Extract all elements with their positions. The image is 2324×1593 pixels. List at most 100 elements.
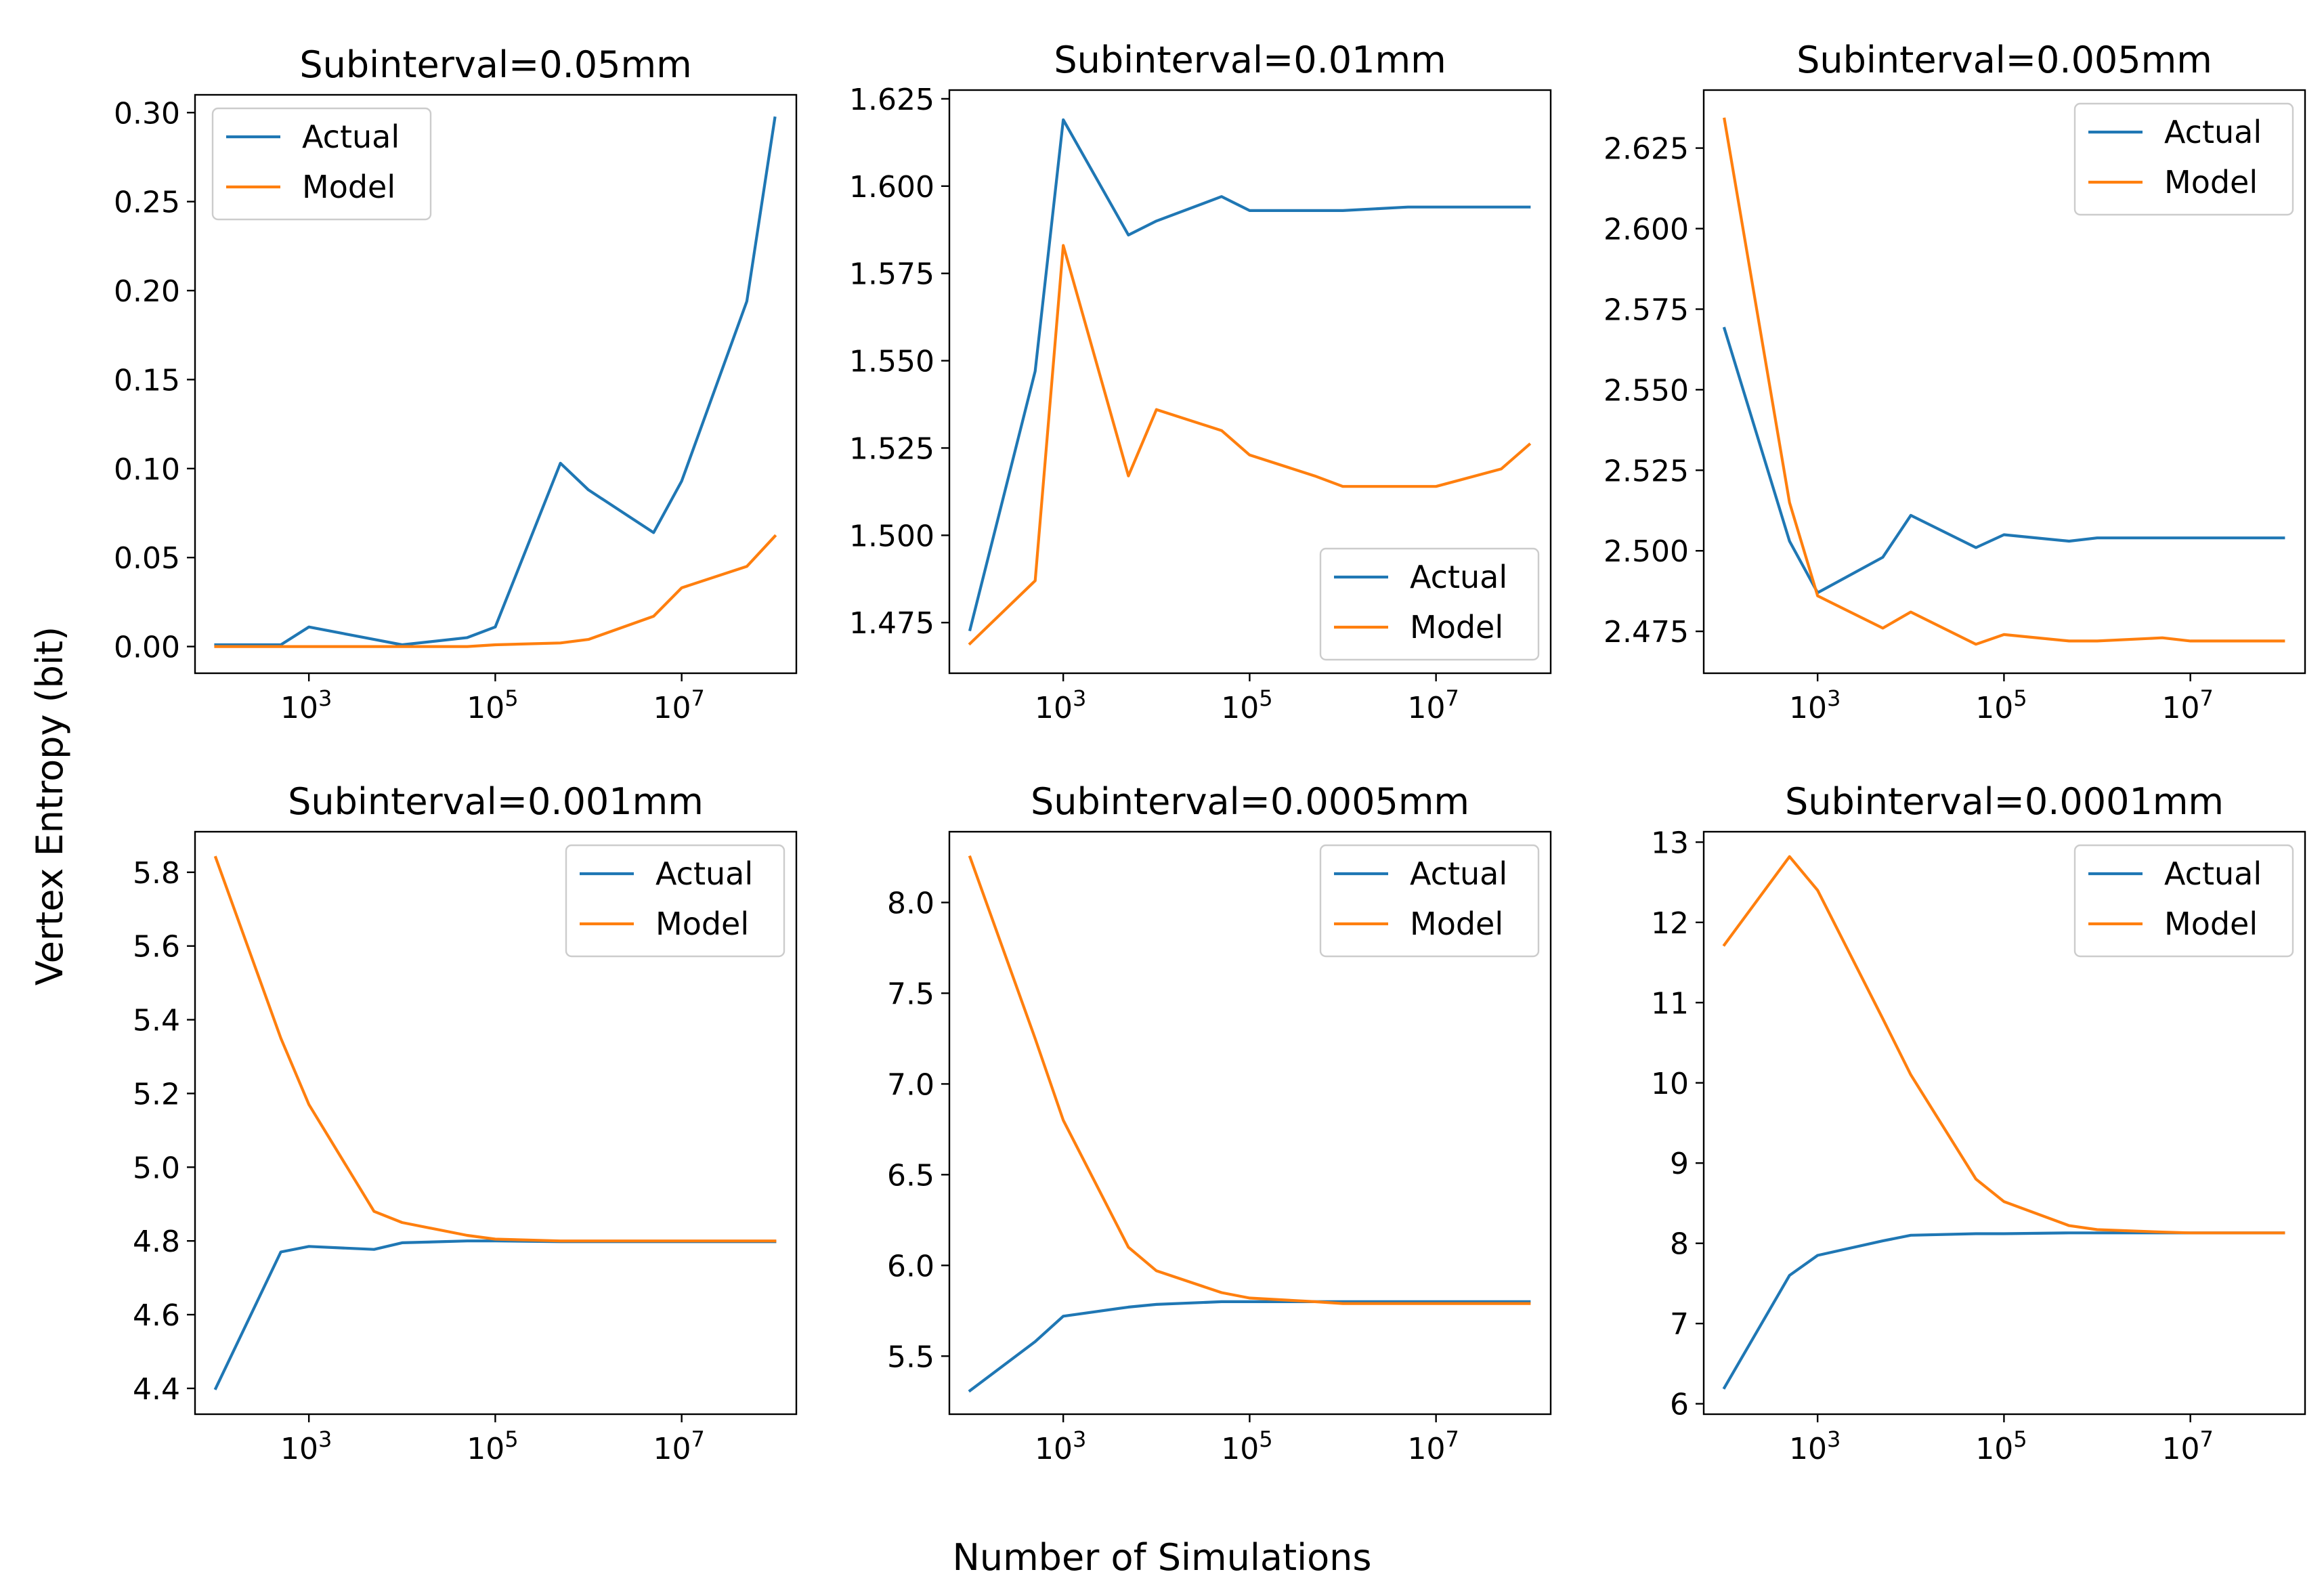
legend-label-model: Model — [655, 906, 749, 942]
y-tick-label: 5.8 — [133, 856, 180, 891]
subplot-6: 6 7 8 9 10 11 12 13 103 105 107 Subinterval=0.0001m… — [1651, 780, 2306, 1466]
y-tick-label: 8 — [1670, 1227, 1689, 1262]
x-tick-label: 103 — [280, 685, 332, 725]
y-tick-label: 2.550 — [1604, 373, 1689, 408]
y-tick-label: 2.475 — [1604, 615, 1689, 650]
subplot-title: Subinterval=0.005mm — [1796, 39, 2212, 81]
series-line-model — [214, 534, 777, 648]
y-tick-label: 7.0 — [887, 1067, 934, 1102]
y-tick-label: 1.575 — [849, 257, 934, 292]
y-tick-label: 1.625 — [849, 83, 934, 117]
y-tick-label: 0.10 — [114, 452, 180, 487]
subplot-5: 5.5 6.0 6.5 7.0 7.5 8.0 103 105 107 Subinterval=0… — [887, 780, 1552, 1466]
y-tick-label: 1.550 — [849, 345, 934, 379]
subplot-title: Subinterval=0.01mm — [1054, 39, 1446, 81]
y-tick-label: 1.525 — [849, 431, 934, 466]
y-tick-label: 0.20 — [114, 274, 180, 309]
x-tick-label: 103 — [280, 1426, 332, 1466]
legend-label-model: Model — [302, 169, 395, 205]
y-tick-label: 5.6 — [133, 930, 180, 964]
x-tick-label: 107 — [653, 685, 704, 725]
y-tick-label: 9 — [1670, 1147, 1689, 1181]
y-tick-label: 11 — [1651, 986, 1689, 1021]
legend: Actual Model — [1319, 547, 1540, 661]
y-tick-label: 5.2 — [133, 1077, 180, 1111]
y-tick-label: 13 — [1651, 826, 1689, 860]
x-tick-label: 105 — [467, 685, 518, 725]
y-tick-label: 6.5 — [887, 1158, 934, 1193]
y-tick-label: 0.05 — [114, 541, 180, 576]
x-tick-label: 103 — [1789, 685, 1841, 725]
y-tick-label: 5.0 — [133, 1151, 180, 1185]
series-line-model — [1722, 855, 2285, 1235]
y-tick-label: 5.5 — [887, 1340, 934, 1374]
y-tick-label: 2.625 — [1604, 132, 1689, 167]
legend: Actual Model — [2073, 102, 2294, 216]
legend-label-actual: Actual — [2164, 855, 2262, 892]
x-tick-label: 105 — [467, 1426, 518, 1466]
y-tick-label: 7 — [1670, 1307, 1689, 1342]
subplot-title: Subinterval=0.0005mm — [1031, 780, 1469, 823]
legend: Actual Model — [211, 107, 432, 221]
figure-ylabel: Vertex Entropy (bit) — [28, 626, 71, 985]
x-tick-label: 105 — [1221, 685, 1272, 725]
subplot-2: 1.475 1.500 1.525 1.550 1.575 1.600 1.625 103 10… — [849, 39, 1552, 725]
legend: Actual Model — [1319, 844, 1540, 958]
y-tick-label: 4.4 — [133, 1372, 180, 1407]
y-tick-label: 2.500 — [1604, 534, 1689, 569]
legend-label-actual: Actual — [655, 855, 753, 892]
legend-label-model: Model — [2164, 164, 2258, 200]
x-tick-label: 107 — [2161, 685, 2213, 725]
y-tick-label: 7.5 — [887, 977, 934, 1011]
legend-label-model: Model — [1410, 906, 1503, 942]
y-tick-label: 4.6 — [133, 1298, 180, 1333]
y-tick-label: 1.475 — [849, 606, 934, 641]
x-tick-label: 107 — [1407, 685, 1459, 725]
figure-xlabel: Number of Simulations — [952, 1536, 1371, 1579]
y-tick-label: 0.30 — [114, 96, 180, 131]
series-line-actual — [214, 116, 777, 647]
y-tick-label: 2.600 — [1604, 213, 1689, 247]
x-tick-label: 105 — [1975, 685, 2027, 725]
x-tick-label: 105 — [1975, 1426, 2027, 1466]
legend-label-actual: Actual — [1410, 559, 1507, 595]
y-tick-label: 5.4 — [133, 1004, 180, 1038]
subplot-title: Subinterval=0.05mm — [299, 43, 691, 86]
subplot-title: Subinterval=0.001mm — [288, 780, 704, 823]
x-tick-label: 107 — [1407, 1426, 1459, 1466]
series-line-actual — [968, 1300, 1531, 1393]
legend-label-actual: Actual — [302, 119, 400, 155]
y-tick-label: 8.0 — [887, 886, 934, 920]
series-line-model — [1723, 117, 2285, 646]
x-tick-label: 103 — [1035, 1426, 1086, 1466]
legend: Actual Model — [2073, 844, 2294, 958]
y-tick-label: 2.525 — [1604, 454, 1689, 488]
legend-label-actual: Actual — [2164, 114, 2262, 150]
y-tick-label: 4.8 — [133, 1225, 180, 1259]
x-tick-label: 103 — [1035, 685, 1086, 725]
series-line-model — [968, 244, 1532, 646]
subplot-3: 2.475 2.500 2.525 2.550 2.575 2.600 2.625 103 10… — [1604, 39, 2306, 725]
y-tick-label: 6.0 — [887, 1249, 934, 1283]
series-line-model — [968, 855, 1531, 1305]
y-tick-label: 1.500 — [849, 519, 934, 553]
legend: Actual Model — [565, 844, 786, 958]
x-tick-label: 107 — [2161, 1426, 2213, 1466]
y-tick-label: 0.25 — [114, 186, 180, 220]
subplot-1: 0.00 0.05 0.10 0.15 0.20 0.25 0.30 103 105 107 Sub… — [114, 43, 798, 725]
series-line-actual — [968, 118, 1531, 632]
y-tick-label: 1.600 — [849, 170, 934, 205]
x-tick-label: 107 — [653, 1426, 704, 1466]
legend-label-model: Model — [2164, 906, 2258, 942]
subplot-4: 4.4 4.6 4.8 5.0 5.2 5.4 5.6 5.8 103 105 107 Subinte… — [133, 780, 798, 1466]
y-tick-label: 0.00 — [114, 631, 180, 665]
legend-label-model: Model — [1410, 609, 1503, 645]
y-tick-label: 6 — [1670, 1388, 1689, 1422]
legend-label-actual: Actual — [1410, 855, 1507, 892]
y-tick-label: 10 — [1651, 1067, 1689, 1101]
x-tick-label: 105 — [1221, 1426, 1272, 1466]
series-line-model — [213, 855, 777, 1243]
